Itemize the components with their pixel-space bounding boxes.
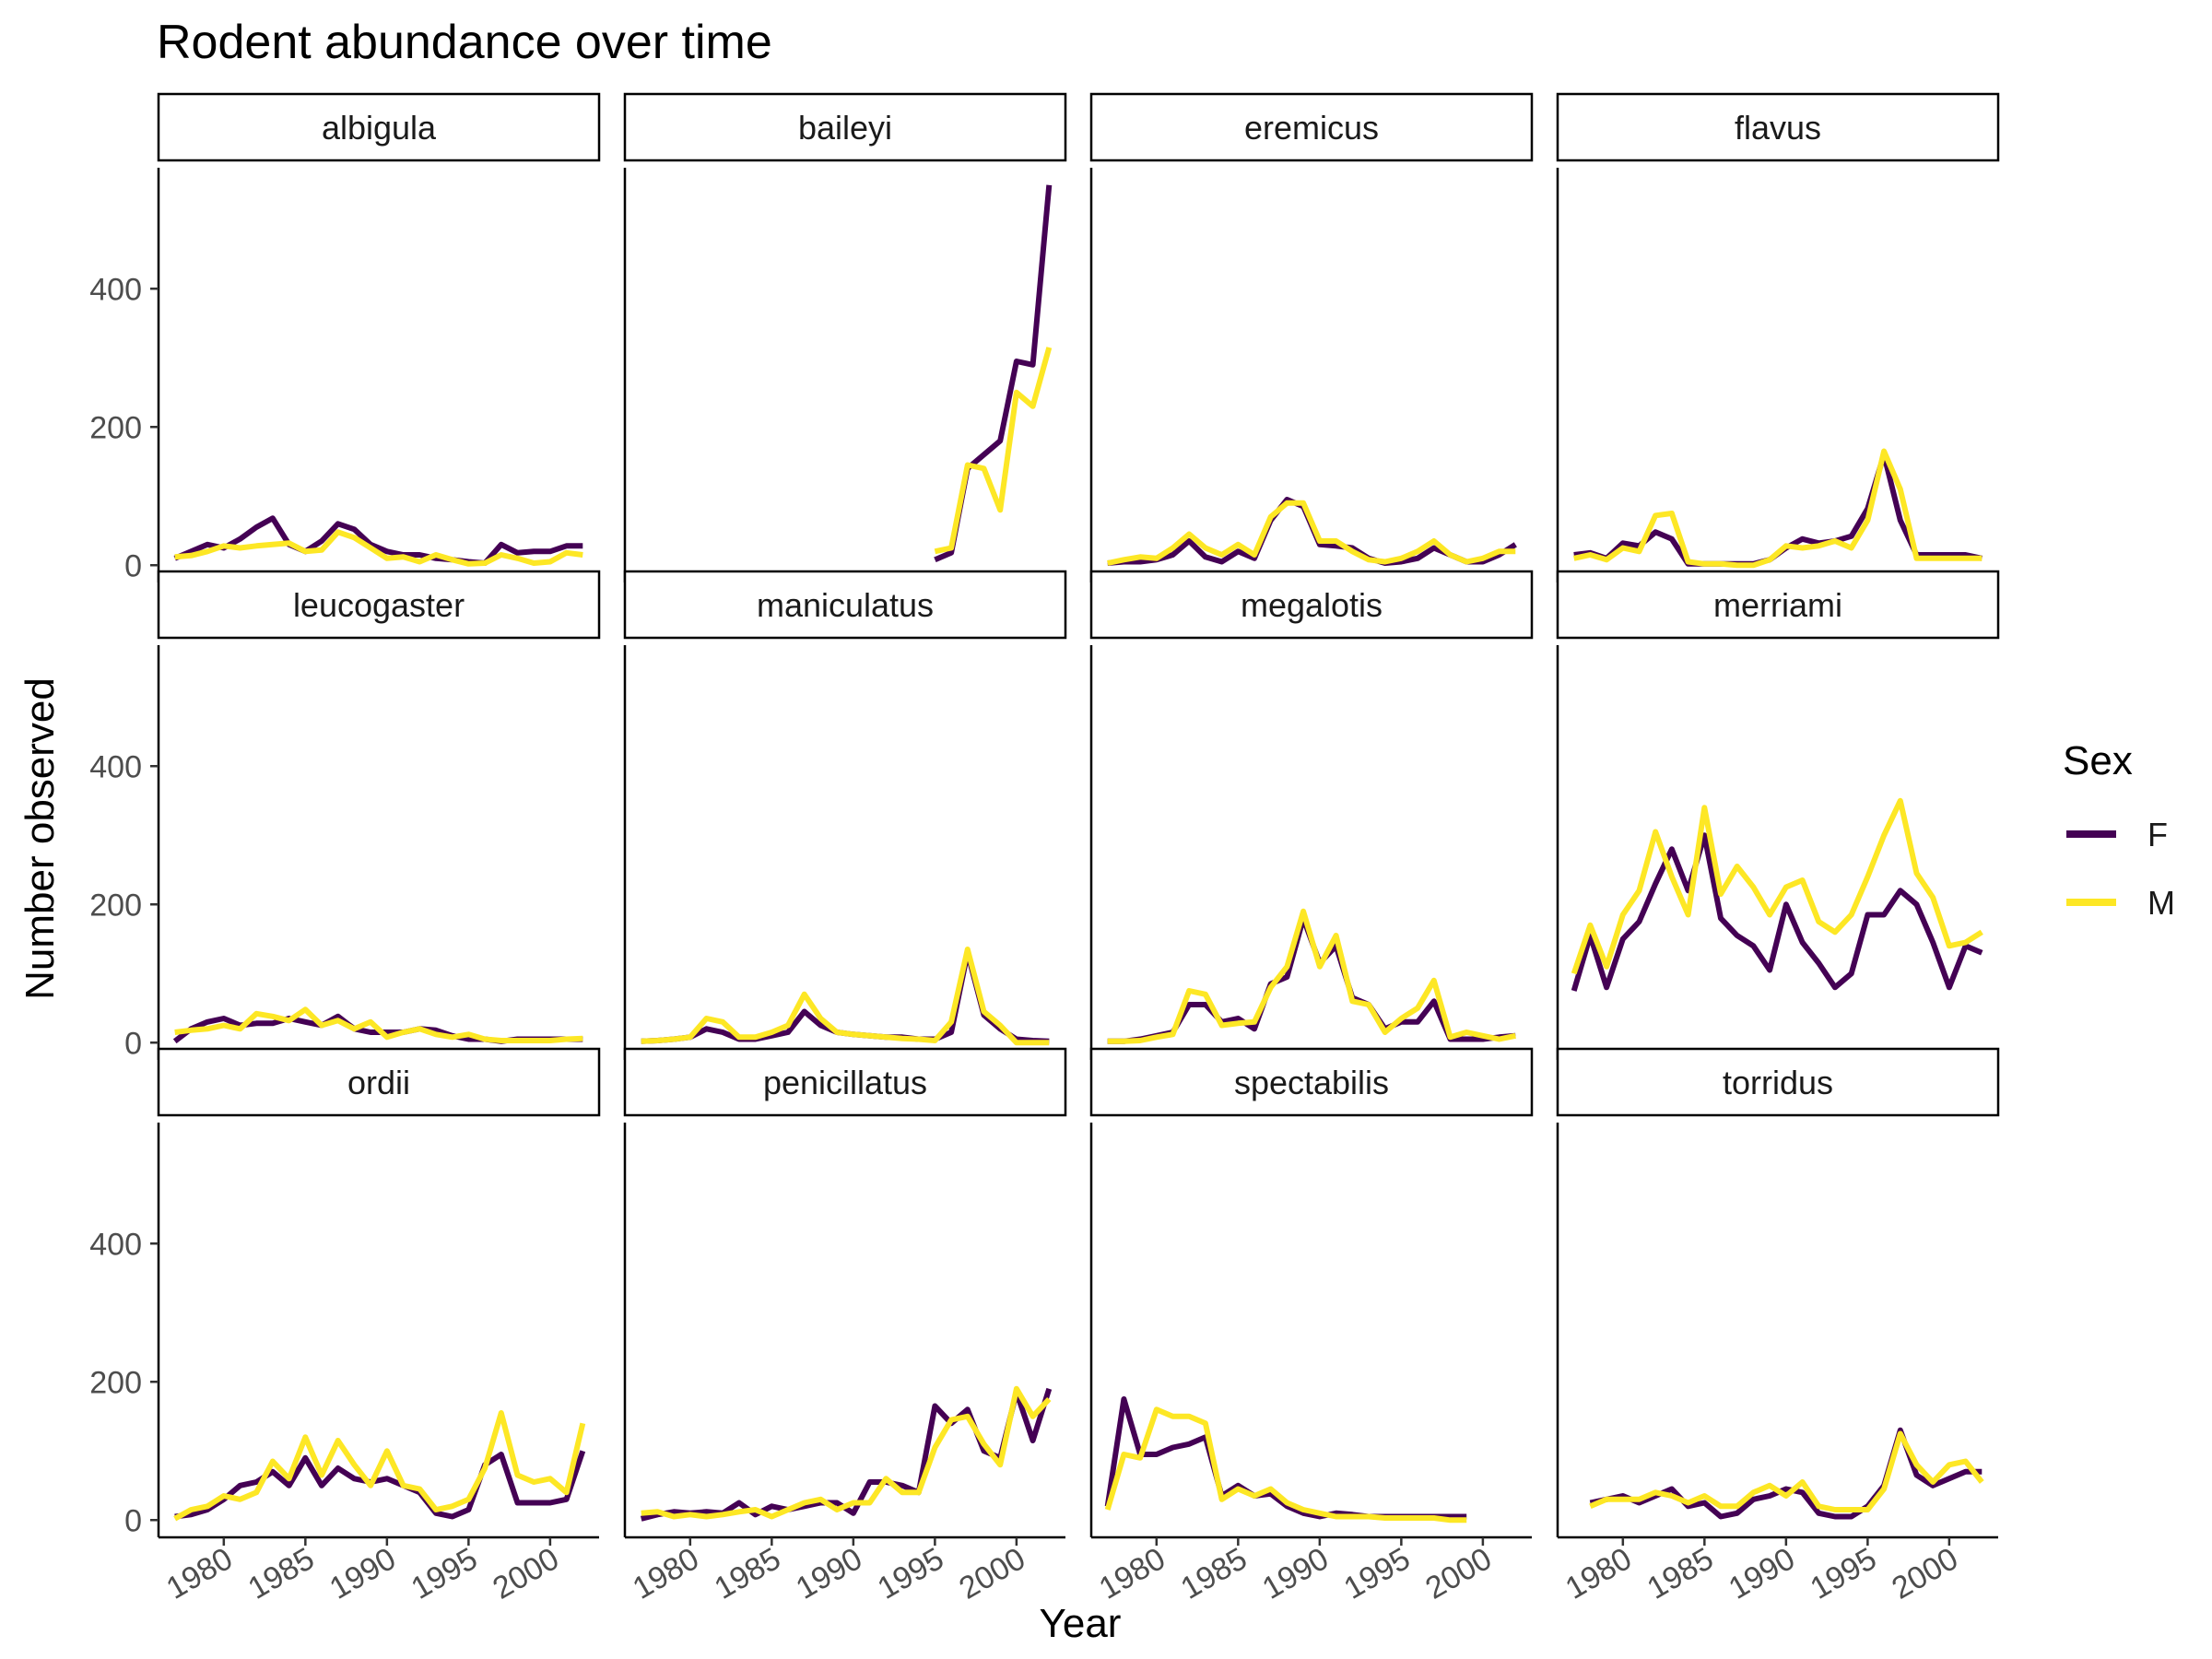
y-axis-title: Number observed (18, 677, 63, 1000)
facet-panel-flavus: flavus (1556, 92, 2000, 582)
facet-label: leucogaster (293, 586, 465, 624)
y-tick-label: 200 (89, 888, 142, 923)
series-line-F (1573, 452, 1983, 567)
y-tick-label: 200 (89, 1365, 142, 1400)
chart-title: Rodent abundance over time (157, 16, 772, 69)
facet-strip (1556, 92, 2000, 162)
facet-label: ordii (347, 1064, 410, 1101)
series-line-M (934, 347, 1053, 555)
facet-panel-leucogaster: leucogaster 0 200 400 (89, 570, 601, 1061)
x-tick-label: 1990 (790, 1541, 868, 1606)
facet-label: penicillatus (763, 1064, 927, 1101)
facet-strip (623, 1047, 1067, 1117)
series-line-F (174, 1450, 586, 1520)
facet-panel-penicillatus: penicillatus 1980 1985 1990 1995 2000 (623, 1047, 1067, 1606)
facet-strip (1089, 92, 1534, 162)
x-tick-label: 1985 (242, 1541, 321, 1606)
facet-panel-torridus: torridus 1980 1985 1990 1995 2000 (1556, 1047, 2000, 1606)
facet-strip (1089, 570, 1534, 640)
series-line-M (1573, 448, 1983, 569)
series-line-F (1571, 832, 1983, 992)
y-tick-label: 400 (89, 1227, 142, 1262)
series-line-F (640, 1387, 1053, 1522)
x-tick-label: 1985 (1641, 1541, 1720, 1606)
facet-strip (1556, 1047, 2000, 1117)
x-tick-label: 2000 (1419, 1541, 1498, 1606)
x-tick-label: 2000 (1886, 1541, 1964, 1606)
facet-label: spectabilis (1234, 1064, 1389, 1101)
facet-panels: albigula 0 200 400 baileyi eremicus flavus leuc… (89, 92, 2000, 1606)
facet-strip (157, 1047, 601, 1117)
facet-strip (1089, 1047, 1534, 1117)
x-tick-label: 1980 (160, 1541, 239, 1606)
facet-panel-albigula: albigula 0 200 400 (89, 92, 601, 583)
legend-title: Sex (2063, 738, 2133, 783)
facet-label: torridus (1723, 1064, 1833, 1101)
y-tick-label: 400 (89, 272, 142, 307)
x-tick-label: 1980 (1093, 1541, 1171, 1606)
legend-entry-F: F (2066, 816, 2168, 853)
series-line-F (1589, 1427, 1983, 1520)
x-tick-label: 1995 (872, 1541, 950, 1606)
x-tick-label: 2000 (487, 1541, 565, 1606)
facet-panel-maniculatus: maniculatus (623, 570, 1067, 1060)
facet-panel-spectabilis: spectabilis 1980 1985 1990 1995 2000 (1089, 1047, 1534, 1606)
x-axis-title: Year (1040, 1601, 1122, 1646)
series-line-M (173, 1410, 586, 1522)
series-line-F (934, 184, 1053, 563)
series-line-M (1107, 908, 1516, 1044)
series-line-M (641, 1385, 1052, 1520)
x-tick-label: 1995 (1805, 1541, 1883, 1606)
facet-label: flavus (1735, 109, 1821, 147)
x-tick-label: 1980 (1559, 1541, 1638, 1606)
facet-strip (1556, 570, 2000, 640)
facet-panel-merriami: merriami (1556, 570, 2000, 1060)
legend-label: F (2147, 816, 2168, 853)
facet-label: megalotis (1241, 586, 1382, 624)
series-line-M (1589, 1430, 1984, 1512)
x-tick-label: 1990 (1256, 1541, 1335, 1606)
y-tick-label: 400 (89, 749, 142, 784)
legend-entry-M: M (2066, 884, 2175, 922)
series-line-M (1107, 500, 1516, 566)
x-tick-label: 1990 (1723, 1541, 1801, 1606)
facet-strip (623, 92, 1067, 162)
facet-panel-eremicus: eremicus (1089, 92, 1534, 582)
x-tick-label: 1985 (709, 1541, 787, 1606)
series-line-F (1104, 1396, 1467, 1520)
x-tick-label: 1990 (324, 1541, 402, 1606)
facet-label: maniculatus (757, 586, 934, 624)
x-tick-label: 1995 (1338, 1541, 1417, 1606)
facet-panel-ordii: ordii 0 200 400 1980 1985 1990 1995 2000 (89, 1047, 601, 1606)
facet-label: baileyi (798, 109, 892, 147)
facet-panel-megalotis: megalotis (1089, 570, 1534, 1060)
series-line-M (174, 529, 583, 567)
series-line-M (1571, 797, 1983, 975)
x-tick-label: 2000 (953, 1541, 1031, 1606)
series-line-M (174, 1006, 583, 1043)
series-line-F (173, 515, 583, 566)
legend-label: M (2147, 884, 2175, 922)
facet-strip (623, 570, 1067, 640)
facet-label: eremicus (1244, 109, 1379, 147)
facet-label: merriami (1713, 586, 1842, 624)
series-line-M (1104, 1406, 1467, 1524)
facet-label: albigula (322, 109, 437, 147)
legend: Sex FM (2063, 738, 2175, 922)
y-tick-label: 0 (124, 1026, 142, 1061)
x-tick-label: 1995 (406, 1541, 484, 1606)
y-tick-label: 200 (89, 410, 142, 445)
x-tick-label: 1985 (1175, 1541, 1253, 1606)
series-line-F (641, 949, 1050, 1044)
series-line-M (641, 947, 1050, 1046)
facet-panel-baileyi: baileyi (623, 92, 1067, 582)
facet-strip (157, 570, 601, 640)
x-tick-label: 1980 (627, 1541, 705, 1606)
y-tick-label: 0 (124, 548, 142, 583)
y-tick-label: 0 (124, 1503, 142, 1538)
facet-strip (157, 92, 601, 162)
